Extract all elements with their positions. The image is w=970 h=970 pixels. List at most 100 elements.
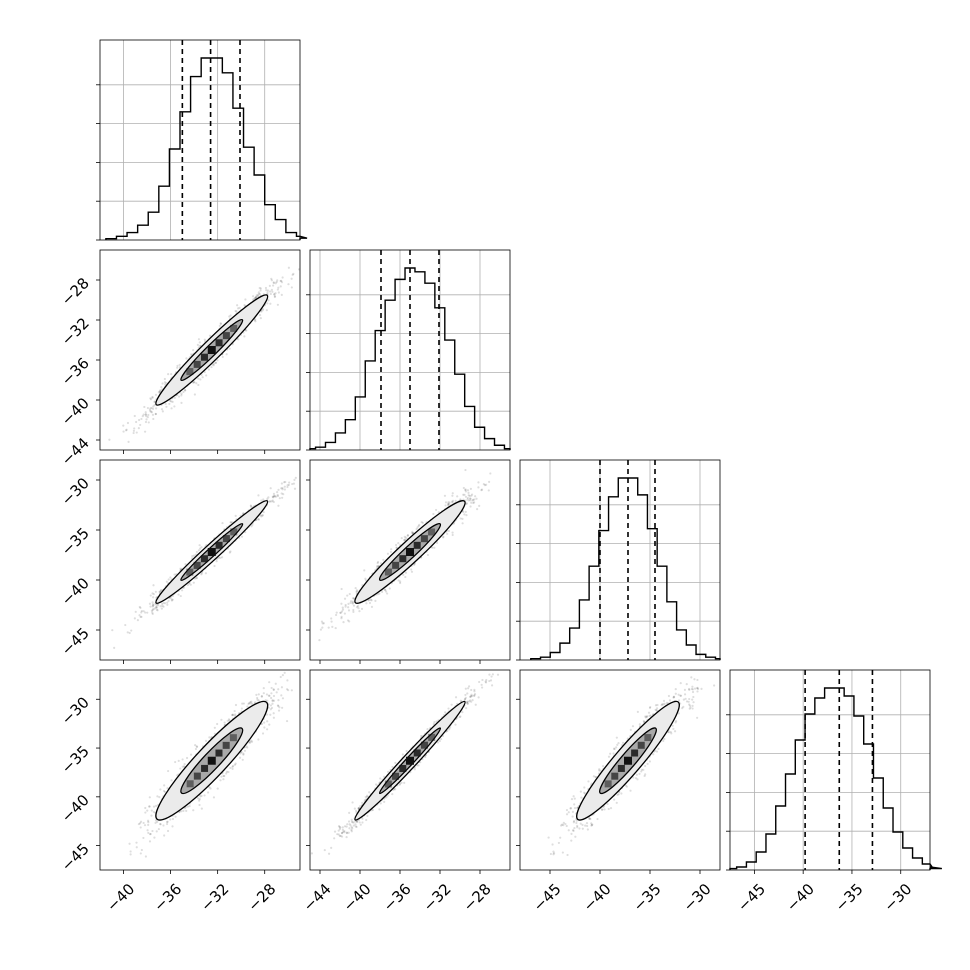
scatter-point [140, 848, 143, 852]
density-cell [200, 353, 208, 361]
scatter-point [197, 377, 200, 380]
scatter-point [246, 746, 249, 749]
scatter-point [148, 805, 151, 808]
scatter-point [192, 809, 195, 812]
scatter-point [146, 611, 149, 614]
scatter-point [199, 378, 202, 381]
scatter-point [280, 694, 283, 697]
scatter-point [250, 525, 253, 528]
scatter-point [261, 732, 265, 735]
scatter-point [271, 699, 274, 703]
scatter-point [258, 286, 261, 290]
scatter-point [250, 739, 253, 742]
scatter-point [170, 598, 173, 601]
scatter-point [242, 752, 245, 755]
scatter-point [237, 307, 240, 310]
scatter-point [243, 304, 246, 307]
scatter-point [213, 732, 216, 735]
scatter-point [174, 760, 177, 764]
scatter-point [152, 584, 155, 587]
scatter-point [272, 699, 276, 702]
scatter-point [223, 774, 226, 778]
scatter-point [151, 592, 154, 595]
scatter-point [198, 344, 201, 347]
scatter-point [156, 820, 159, 823]
scatter-point [142, 836, 145, 840]
scatter-point [183, 807, 186, 810]
histogram-3-3 [729, 687, 942, 870]
scatter-point [200, 546, 203, 549]
scatter-point [156, 609, 159, 612]
scatter-point [195, 577, 198, 580]
scatter-point [179, 767, 182, 770]
scatter-point [155, 605, 158, 608]
scatter-point [364, 577, 367, 580]
scatter-point [204, 739, 208, 742]
scatter-point [279, 285, 282, 288]
scatter-point [233, 709, 236, 713]
scatter-point [153, 404, 156, 407]
scatter-point [231, 713, 234, 716]
scatter-point [240, 535, 244, 538]
scatter-point [158, 590, 162, 593]
scatter-point [270, 696, 273, 700]
scatter-point [512, 456, 514, 458]
scatter-point [277, 709, 281, 712]
scatter-point [143, 405, 146, 409]
scatter-point [220, 718, 223, 721]
scatter-point [166, 820, 169, 823]
scatter-point [170, 373, 173, 376]
scatter-point [122, 424, 125, 427]
scatter-point [242, 511, 245, 515]
scatter-point [243, 335, 246, 338]
scatter-point [258, 292, 261, 296]
scatter-point [232, 713, 235, 716]
scatter-point [348, 592, 351, 596]
scatter-point [257, 693, 260, 696]
scatter-point [280, 293, 283, 296]
scatter-point [198, 341, 201, 344]
scatter-point [170, 400, 173, 403]
scatter-point [155, 407, 158, 410]
scatter-point [231, 765, 234, 768]
scatter-point [193, 381, 196, 384]
scatter-point [472, 501, 475, 505]
scatter-point [158, 796, 161, 799]
scatter-point [185, 756, 189, 760]
scatter-point [271, 495, 274, 498]
scatter-point [252, 298, 255, 301]
scatter-point [285, 688, 289, 691]
scatter-point [159, 389, 162, 392]
scatter-point [243, 749, 247, 752]
scatter-point [276, 303, 279, 306]
scatter-point [291, 273, 294, 276]
panel-frame [309, 249, 511, 451]
scatter-point [274, 495, 278, 498]
scatter-point [142, 821, 145, 825]
scatter-point [160, 588, 163, 592]
scatter-point [167, 769, 170, 773]
scatter-point [431, 546, 434, 549]
scatter-point [443, 494, 447, 497]
scatter-point [154, 412, 157, 416]
scatter-point [160, 607, 163, 610]
scatter-point [149, 594, 152, 597]
scatter-point [149, 398, 153, 401]
scatter-point [269, 500, 272, 503]
scatter-point [147, 421, 150, 424]
scatter-point [287, 283, 290, 286]
scatter-point [168, 402, 171, 406]
scatter-point [221, 556, 224, 559]
scatter-point [222, 778, 225, 781]
scatter-point [147, 413, 150, 417]
scatter-point [181, 765, 184, 768]
scatter-point [163, 377, 166, 381]
scatter-point [154, 821, 157, 824]
scatter-point [273, 293, 276, 296]
scatter-point [169, 576, 172, 579]
scatter-point [154, 590, 157, 593]
scatter-point [231, 714, 234, 717]
joint-panel-2-0 [96, 459, 301, 664]
scatter-point [135, 431, 138, 434]
scatter-point [235, 310, 238, 313]
